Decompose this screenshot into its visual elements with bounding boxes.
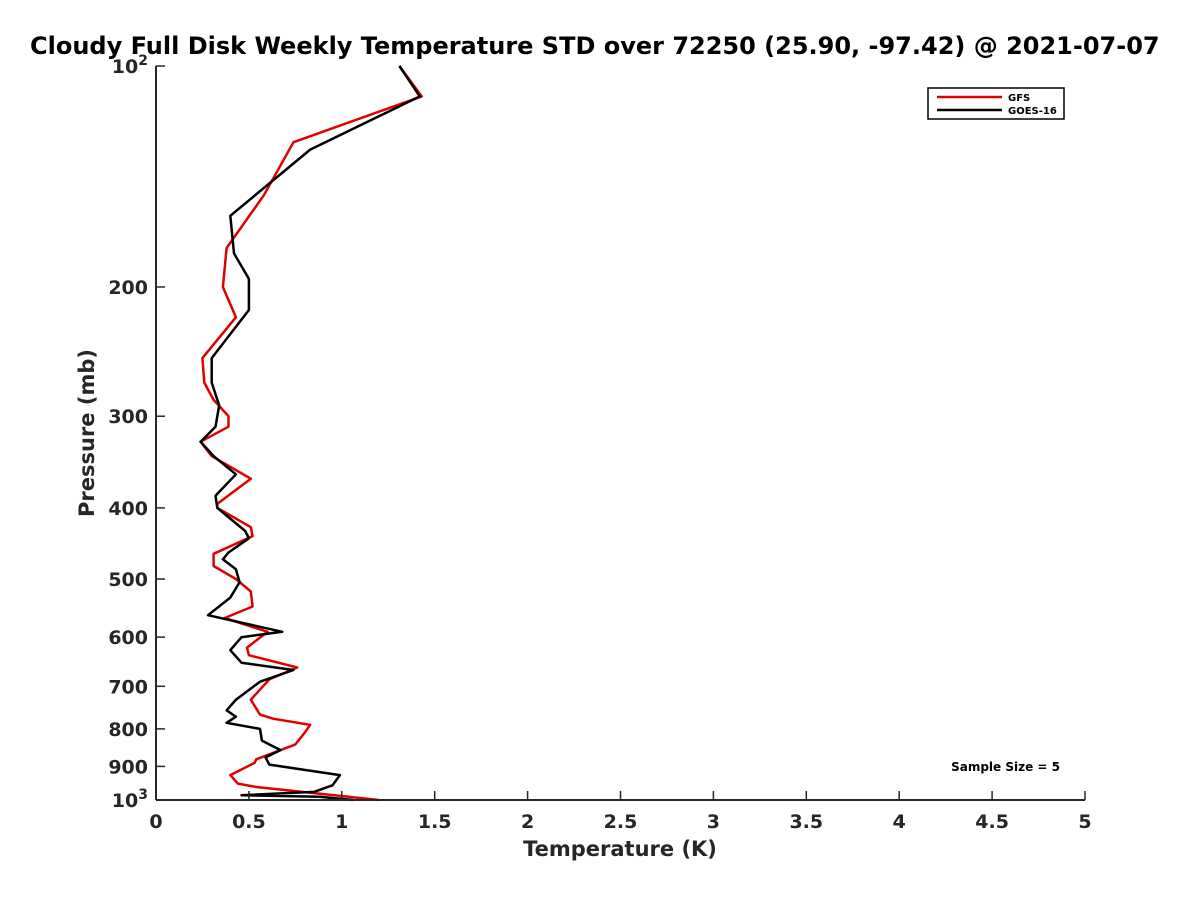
y-tick-label: 700 bbox=[108, 676, 148, 698]
x-tick-label: 3 bbox=[707, 811, 720, 833]
x-tick-label: 0.5 bbox=[232, 811, 266, 833]
axes: 0 0.5 1 1.5 2 2.5 3 3.5 4 4.5 5 102 200 300 400 500 600 7… bbox=[108, 53, 1091, 833]
x-tick-label: 3.5 bbox=[789, 811, 823, 833]
data-lines bbox=[199, 65, 423, 802]
x-tick-label: 2.5 bbox=[604, 811, 638, 833]
legend-label-goes-16: GOES-16 bbox=[1008, 106, 1057, 117]
legend-box bbox=[927, 87, 1065, 120]
y-tick-label: 500 bbox=[108, 569, 148, 591]
x-tick-label: 1 bbox=[335, 811, 348, 833]
x-tick-label: 5 bbox=[1078, 811, 1091, 833]
series-line-gfs bbox=[199, 65, 423, 802]
y-tick-label: 300 bbox=[108, 406, 148, 428]
legend-label-gfs: GFS bbox=[1008, 93, 1030, 104]
sample-size-annotation: Sample Size = 5 bbox=[951, 760, 1060, 774]
y-tick-label: 400 bbox=[108, 498, 148, 520]
y-tick-label: 800 bbox=[108, 719, 148, 741]
x-tick-label: 1.5 bbox=[418, 811, 452, 833]
series-line-goes-16 bbox=[199, 65, 422, 802]
y-tick-label: 600 bbox=[108, 627, 148, 649]
chart-title: Cloudy Full Disk Weekly Temperature STD … bbox=[30, 32, 1160, 60]
y-tick-label: 102 bbox=[112, 53, 148, 78]
y-axis-label: Pressure (mb) bbox=[75, 349, 99, 517]
x-tick-label: 2 bbox=[521, 811, 534, 833]
x-tick-label: 4.5 bbox=[975, 811, 1009, 833]
x-tick-label: 4 bbox=[893, 811, 906, 833]
x-tick-label: 0 bbox=[149, 811, 162, 833]
x-axis-label: Temperature (K) bbox=[523, 837, 717, 861]
y-tick-label: 900 bbox=[108, 756, 148, 778]
y-tick-label: 103 bbox=[112, 787, 148, 812]
legend: GFS GOES-16 bbox=[927, 87, 1065, 120]
y-tick-label: 200 bbox=[108, 277, 148, 299]
